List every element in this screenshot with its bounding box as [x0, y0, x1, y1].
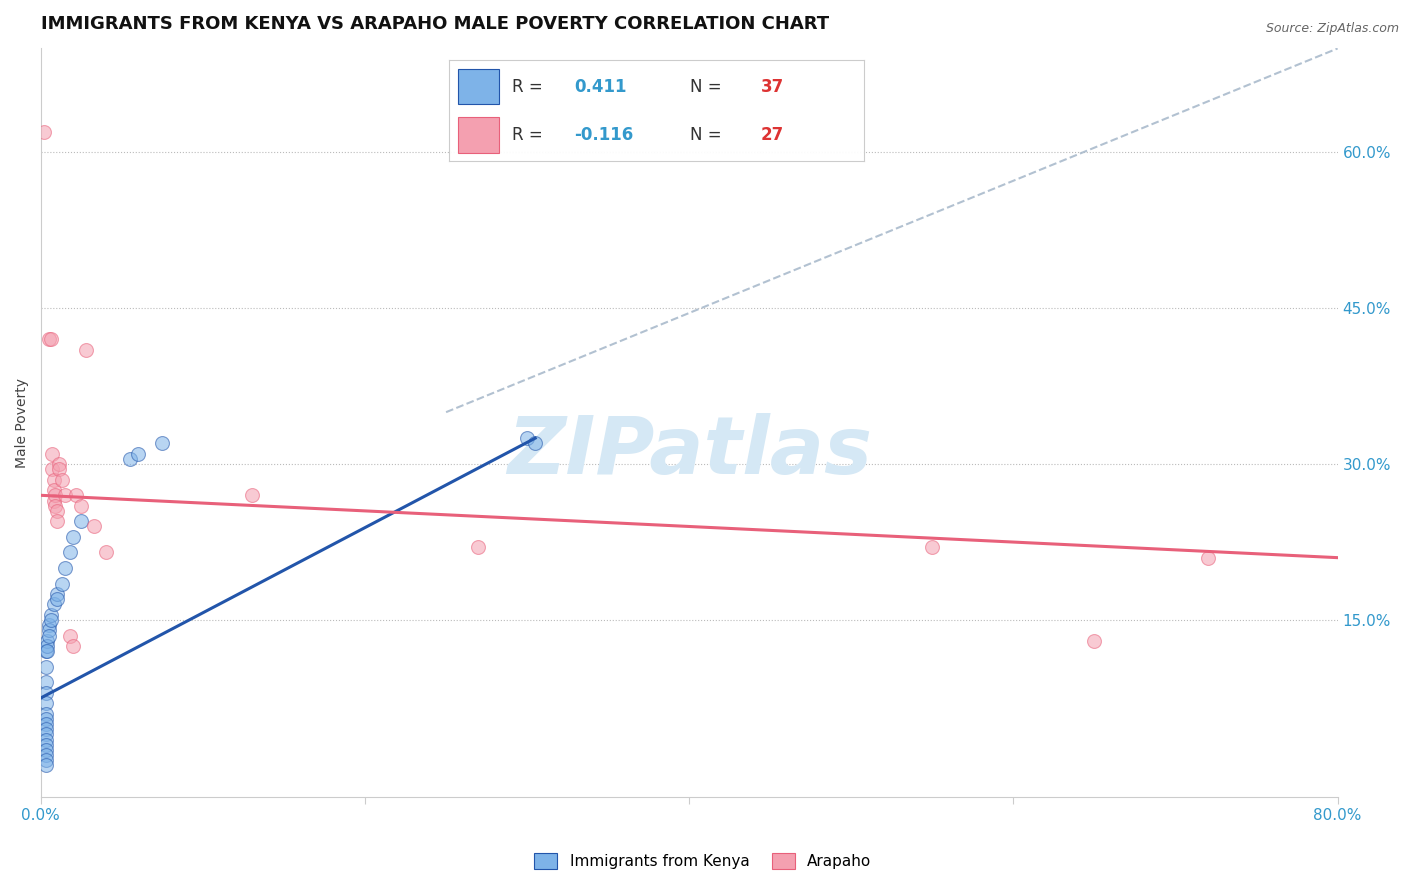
- Y-axis label: Male Poverty: Male Poverty: [15, 377, 30, 467]
- Text: IMMIGRANTS FROM KENYA VS ARAPAHO MALE POVERTY CORRELATION CHART: IMMIGRANTS FROM KENYA VS ARAPAHO MALE PO…: [41, 15, 830, 33]
- Text: ZIPatlas: ZIPatlas: [506, 414, 872, 491]
- Legend: Immigrants from Kenya, Arapaho: Immigrants from Kenya, Arapaho: [529, 847, 877, 875]
- Text: Source: ZipAtlas.com: Source: ZipAtlas.com: [1265, 22, 1399, 36]
